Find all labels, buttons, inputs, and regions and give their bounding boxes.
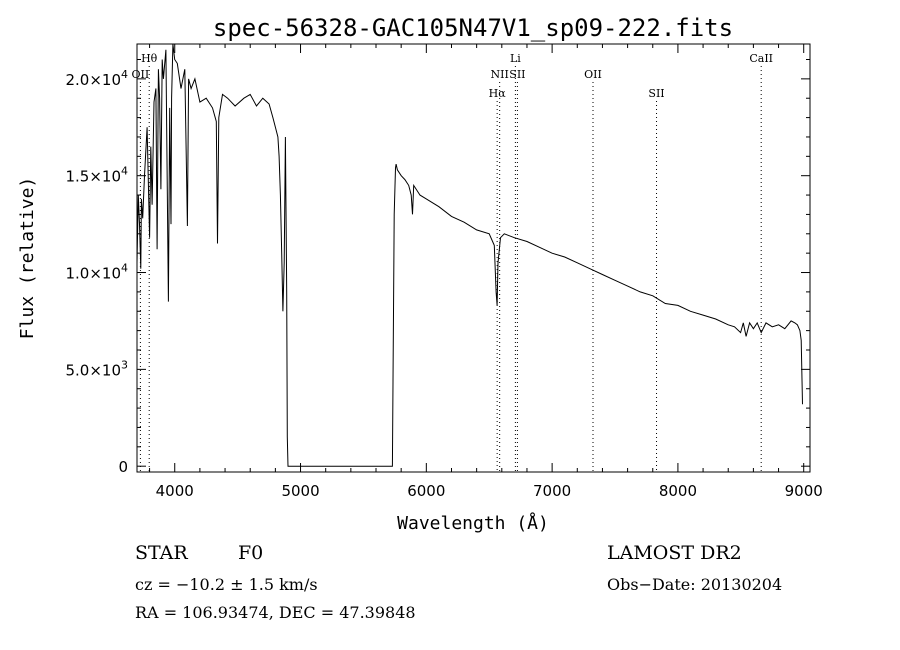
x-tick-label: 5000 bbox=[281, 482, 319, 500]
y-tick-label: 0 bbox=[118, 458, 128, 476]
survey-name: LAMOST DR2 bbox=[607, 542, 742, 564]
object-class: STAR bbox=[135, 542, 188, 564]
y-axis: 0 5.0×103 1.0×104 1.5×104 2.0×104 bbox=[65, 58, 810, 476]
y-tick-label: 1.0×104 bbox=[65, 262, 128, 283]
x-tick-label: 6000 bbox=[407, 482, 445, 500]
chart-title: spec-56328-GAC105N47V1_sp09-222.fits bbox=[213, 14, 733, 42]
x-tick-label: 7000 bbox=[533, 482, 571, 500]
x-axis-label: Wavelength (Å) bbox=[397, 512, 549, 534]
object-subclass: F0 bbox=[238, 542, 264, 564]
y-axis-label: Flux (relative) bbox=[17, 177, 38, 340]
spectral-line-label: OII bbox=[584, 68, 602, 81]
spectral-line-label: NII bbox=[491, 68, 509, 81]
y-tick-label: 5.0×103 bbox=[65, 358, 128, 379]
redshift-text: cz = −10.2 ± 1.5 km/s bbox=[135, 575, 318, 594]
spectral-line-label: Hα bbox=[489, 87, 507, 100]
spectral-line-label: Hθ bbox=[141, 52, 158, 65]
observation-date: Obs−Date: 20130204 bbox=[607, 575, 783, 594]
spectral-line-label: OII bbox=[132, 68, 150, 81]
spectral-line-label: SII bbox=[509, 68, 525, 81]
x-axis: 4000 5000 6000 7000 8000 9000 bbox=[149, 44, 823, 500]
y-tick-label: 1.5×104 bbox=[65, 165, 128, 186]
spectral-line-label: Li bbox=[510, 52, 521, 65]
spectrum-line bbox=[136, 43, 803, 467]
coordinates-text: RA = 106.93474, DEC = 47.39848 bbox=[135, 603, 416, 622]
x-tick-label: 8000 bbox=[659, 482, 697, 500]
x-tick-label: 4000 bbox=[156, 482, 194, 500]
spectral-line-label: CaII bbox=[749, 52, 773, 65]
y-tick-label: 2.0×104 bbox=[65, 68, 128, 89]
plot-frame bbox=[136, 43, 811, 473]
x-tick-label: 9000 bbox=[785, 482, 823, 500]
spectral-line-label: SII bbox=[648, 87, 664, 100]
